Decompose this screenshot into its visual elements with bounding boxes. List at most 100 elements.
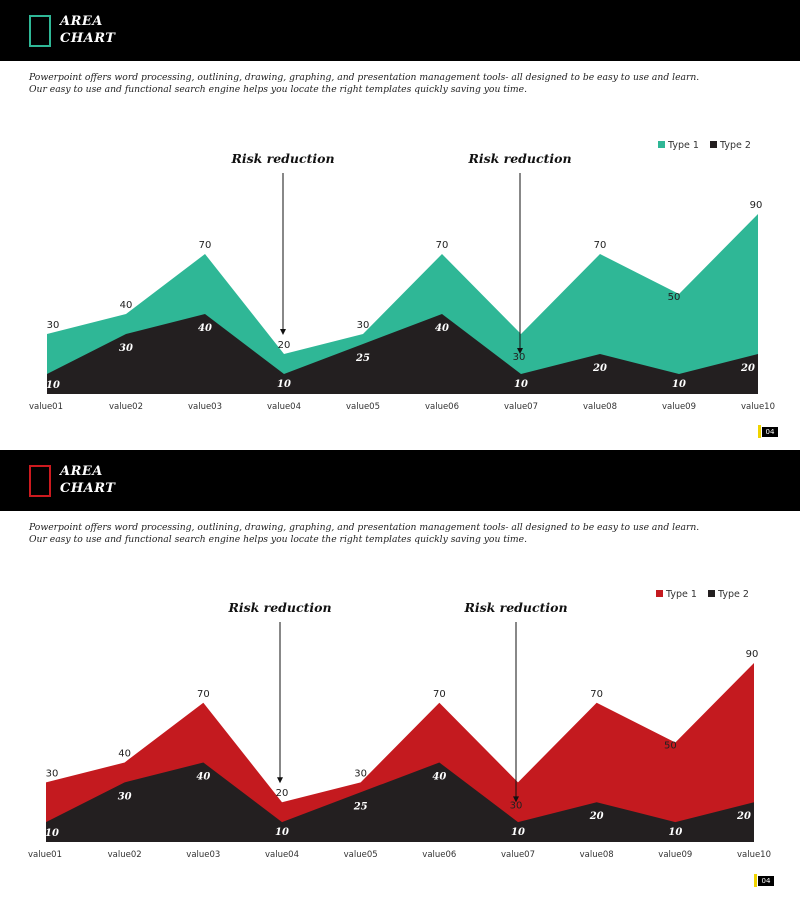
x-tick-label: value08 <box>580 850 614 860</box>
data-label-type1: 90 <box>746 649 759 660</box>
data-label-type1: 30 <box>46 768 59 779</box>
data-label-type1: 50 <box>664 741 677 752</box>
annotation-arrow-head <box>280 329 286 335</box>
data-label-type1: 70 <box>199 240 212 251</box>
title-line-2: CHART <box>60 481 116 496</box>
x-tick-label: value02 <box>109 402 143 412</box>
description-line-1: Powerpoint offers word processing, outli… <box>29 72 700 83</box>
data-label-type2: 40 <box>198 323 212 334</box>
page-marker-icon <box>754 874 757 887</box>
data-label-type1: 70 <box>590 689 603 700</box>
slide-1: AREA CHART Powerpoint offers word proces… <box>0 0 800 438</box>
data-label-type2: 20 <box>736 811 751 822</box>
data-label-type2: 10 <box>672 379 686 390</box>
description: Powerpoint offers word processing, outli… <box>29 522 769 546</box>
data-label-type2: 10 <box>511 827 525 838</box>
x-tick-label: value08 <box>583 402 617 412</box>
data-label-type1: 70 <box>594 240 607 251</box>
legend-label: Type 1 <box>665 589 697 600</box>
header-square-icon <box>29 465 51 497</box>
slide-2: AREA CHART Powerpoint offers word proces… <box>0 450 800 900</box>
data-label-type1: 30 <box>357 320 370 331</box>
legend-swatch <box>710 141 717 148</box>
area-chart: 30 40 70 20 30 70 30 70 50 90 10 30 40 10 25 40 10 20 10 20… <box>28 589 771 860</box>
legend-label: Type 1 <box>667 140 699 151</box>
data-label-type2: 30 <box>118 791 132 802</box>
x-tick-label: value09 <box>662 402 696 412</box>
slide-header: AREA CHART <box>0 450 800 511</box>
data-label-type2: 30 <box>119 343 133 354</box>
area-chart: 30 40 70 20 30 70 30 70 50 90 10 30 40 10 25 40 10 20 10 20… <box>29 140 775 412</box>
data-label-type1: 70 <box>436 240 449 251</box>
annotation-arrow-head <box>277 777 283 784</box>
page-number-badge: 04 <box>758 425 778 438</box>
legend-label: Type 2 <box>717 589 749 600</box>
slide-title: AREA CHART <box>60 463 115 497</box>
data-label-type2: 20 <box>589 811 604 822</box>
x-tick-label: value01 <box>29 402 63 412</box>
x-tick-label: value05 <box>346 402 380 412</box>
x-tick-label: value03 <box>186 850 220 860</box>
page-number: 04 <box>758 876 774 886</box>
x-tick-label: value05 <box>344 850 378 860</box>
data-label-type1: 30 <box>510 800 523 811</box>
data-label-type1: 30 <box>47 320 60 331</box>
data-label-type2: 10 <box>514 379 528 390</box>
data-label-type2: 40 <box>435 323 449 334</box>
description-line-2: Our easy to use and functional search en… <box>29 84 528 95</box>
data-label-type1: 70 <box>433 689 446 700</box>
data-label-type1: 40 <box>120 300 133 311</box>
x-tick-label: value06 <box>425 402 459 412</box>
legend-label: Type 2 <box>719 140 751 151</box>
data-label-type2: 25 <box>353 801 368 812</box>
data-label-type2: 10 <box>668 827 682 838</box>
annotation-label: Risk reduction <box>230 151 334 166</box>
annotation-arrow-head <box>513 796 519 803</box>
chart-legend: Type 1 Type 2 <box>656 589 749 600</box>
data-label-type2: 10 <box>46 380 60 391</box>
area-series-2 <box>46 762 754 842</box>
x-tick-label: value04 <box>267 402 301 412</box>
slide-title: AREA CHART <box>60 13 115 47</box>
area-series-2 <box>47 314 758 394</box>
data-label-type1: 30 <box>513 352 526 363</box>
description-line-1: Powerpoint offers word processing, outli… <box>29 522 700 533</box>
title-line-2: CHART <box>60 31 116 46</box>
data-label-type1: 90 <box>750 200 763 211</box>
x-tick-label: value07 <box>501 850 535 860</box>
description-line-2: Our easy to use and functional search en… <box>29 534 528 545</box>
data-label-type1: 30 <box>354 768 367 779</box>
data-label-type2: 10 <box>45 828 59 839</box>
data-label-type2: 10 <box>275 827 289 838</box>
page-marker-icon <box>758 425 761 438</box>
data-label-type1: 50 <box>668 292 681 303</box>
x-tick-label: value10 <box>741 402 775 412</box>
data-label-type2: 25 <box>355 353 370 364</box>
data-label-type1: 20 <box>276 788 289 799</box>
data-label-type1: 20 <box>278 340 291 351</box>
data-label-type1: 70 <box>197 689 210 700</box>
title-line-1: AREA <box>60 464 103 479</box>
x-tick-label: value01 <box>28 850 62 860</box>
x-tick-label: value07 <box>504 402 538 412</box>
annotation-arrow-head <box>517 348 523 354</box>
x-tick-label: value10 <box>737 850 771 860</box>
x-tick-label: value09 <box>658 850 692 860</box>
title-line-1: AREA <box>60 14 103 29</box>
data-label-type1: 40 <box>118 748 131 759</box>
x-tick-label: value02 <box>108 850 142 860</box>
page-number: 04 <box>762 427 778 437</box>
data-label-type2: 40 <box>196 771 210 782</box>
legend-swatch <box>658 141 665 148</box>
x-tick-label: value03 <box>188 402 222 412</box>
annotation-label: Risk reduction <box>463 600 567 615</box>
legend-swatch <box>708 590 715 597</box>
data-label-type2: 20 <box>740 363 755 374</box>
data-label-type2: 10 <box>277 379 291 390</box>
annotation-label: Risk reduction <box>227 600 331 615</box>
chart-legend: Type 1 Type 2 <box>658 140 751 151</box>
data-label-type2: 20 <box>592 363 607 374</box>
page-number-badge: 04 <box>754 874 774 887</box>
data-label-type2: 40 <box>432 771 446 782</box>
x-tick-label: value06 <box>422 850 456 860</box>
